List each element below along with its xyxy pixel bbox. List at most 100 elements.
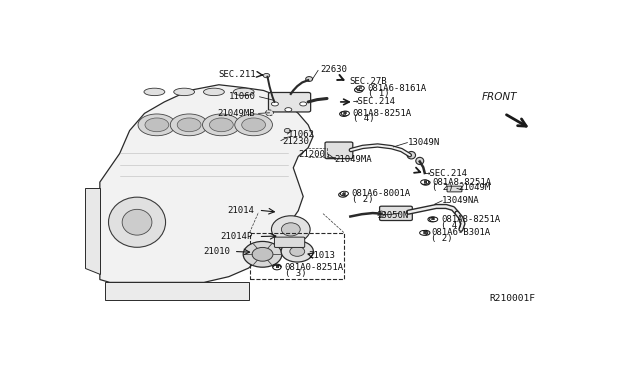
Circle shape <box>145 118 169 132</box>
Text: 13049NA: 13049NA <box>442 196 480 205</box>
Circle shape <box>355 87 363 92</box>
Circle shape <box>273 265 281 270</box>
Text: 21200: 21200 <box>298 150 325 158</box>
Circle shape <box>341 111 349 116</box>
Circle shape <box>422 180 430 185</box>
Text: →SEC.214: →SEC.214 <box>353 97 396 106</box>
Ellipse shape <box>407 151 415 159</box>
Text: B: B <box>342 112 346 116</box>
Text: 21230: 21230 <box>282 137 309 146</box>
Circle shape <box>300 102 307 106</box>
FancyBboxPatch shape <box>325 142 353 158</box>
Text: 11060: 11060 <box>229 92 256 101</box>
Text: B: B <box>344 111 347 115</box>
Text: 21049M: 21049M <box>458 183 490 192</box>
Circle shape <box>235 114 273 136</box>
Ellipse shape <box>122 209 152 235</box>
Ellipse shape <box>306 77 312 81</box>
Circle shape <box>428 217 436 222</box>
Circle shape <box>242 118 266 132</box>
Text: B: B <box>341 193 344 197</box>
Text: ( 4): ( 4) <box>441 221 463 230</box>
Circle shape <box>170 114 208 136</box>
Text: B: B <box>358 86 362 90</box>
Text: 21010: 21010 <box>203 247 230 256</box>
Text: SEC.27B: SEC.27B <box>349 77 387 86</box>
Circle shape <box>138 114 176 136</box>
Text: 081A8-8251A: 081A8-8251A <box>441 215 500 224</box>
FancyBboxPatch shape <box>380 206 412 221</box>
Text: B: B <box>343 192 346 196</box>
Text: ( 3): ( 3) <box>285 269 307 278</box>
Text: 081A8-8251A: 081A8-8251A <box>353 109 412 118</box>
Text: 081A6-8001A: 081A6-8001A <box>352 189 411 198</box>
Polygon shape <box>85 188 100 274</box>
Text: ( 1): ( 1) <box>367 89 389 98</box>
FancyBboxPatch shape <box>269 93 310 112</box>
Text: 21013: 21013 <box>308 251 335 260</box>
Text: B: B <box>275 264 278 269</box>
Circle shape <box>429 217 438 222</box>
Text: 13050N: 13050N <box>376 211 409 219</box>
Ellipse shape <box>282 223 300 236</box>
Circle shape <box>420 180 429 185</box>
Circle shape <box>177 118 201 132</box>
Text: B: B <box>431 217 434 221</box>
Circle shape <box>339 192 347 197</box>
Circle shape <box>340 191 348 196</box>
Ellipse shape <box>290 247 305 256</box>
Circle shape <box>202 114 240 136</box>
Ellipse shape <box>281 241 314 262</box>
Circle shape <box>420 231 428 235</box>
Text: SEC.211: SEC.211 <box>218 70 255 79</box>
Text: FRONT: FRONT <box>481 92 517 102</box>
Text: 081A6-B301A: 081A6-B301A <box>431 228 490 237</box>
Circle shape <box>340 112 348 116</box>
Text: 21014P: 21014P <box>220 232 253 241</box>
Ellipse shape <box>266 110 273 116</box>
Text: 21049MA: 21049MA <box>334 155 372 164</box>
Text: B: B <box>424 181 428 185</box>
Text: 21049MB: 21049MB <box>217 109 255 118</box>
Ellipse shape <box>204 88 225 96</box>
Text: R210001F: R210001F <box>490 295 536 304</box>
Ellipse shape <box>243 241 282 267</box>
Text: B: B <box>422 231 426 235</box>
Polygon shape <box>100 85 313 282</box>
Text: 13049N: 13049N <box>408 138 440 147</box>
Text: B: B <box>423 180 426 184</box>
Circle shape <box>285 108 292 112</box>
Circle shape <box>271 102 278 106</box>
Text: 21014: 21014 <box>228 206 255 215</box>
Circle shape <box>356 86 364 90</box>
Text: B: B <box>432 217 435 221</box>
Polygon shape <box>105 282 249 299</box>
Text: →SEC.214: →SEC.214 <box>425 169 468 178</box>
Text: 11062: 11062 <box>288 130 315 139</box>
Ellipse shape <box>263 73 269 78</box>
FancyBboxPatch shape <box>275 237 305 247</box>
Ellipse shape <box>109 197 166 247</box>
Ellipse shape <box>284 128 291 133</box>
Text: ( 2): ( 2) <box>431 234 452 243</box>
Text: ( 2): ( 2) <box>352 195 373 204</box>
Ellipse shape <box>416 157 424 164</box>
Text: B: B <box>275 266 278 269</box>
Text: 081A6-8161A: 081A6-8161A <box>367 84 427 93</box>
Ellipse shape <box>252 247 273 261</box>
Ellipse shape <box>233 88 254 96</box>
Ellipse shape <box>378 211 385 216</box>
Text: 081A8-8251A: 081A8-8251A <box>432 178 492 187</box>
Text: B: B <box>424 231 428 235</box>
Ellipse shape <box>144 88 165 96</box>
Circle shape <box>273 264 281 269</box>
FancyBboxPatch shape <box>447 186 462 192</box>
Text: B: B <box>357 88 360 92</box>
Text: 081A0-8251A: 081A0-8251A <box>284 263 344 272</box>
Ellipse shape <box>173 88 195 96</box>
Circle shape <box>422 230 430 235</box>
Circle shape <box>209 118 233 132</box>
Ellipse shape <box>271 216 310 243</box>
Text: 22630: 22630 <box>321 65 348 74</box>
Text: ( 4): ( 4) <box>353 114 374 123</box>
